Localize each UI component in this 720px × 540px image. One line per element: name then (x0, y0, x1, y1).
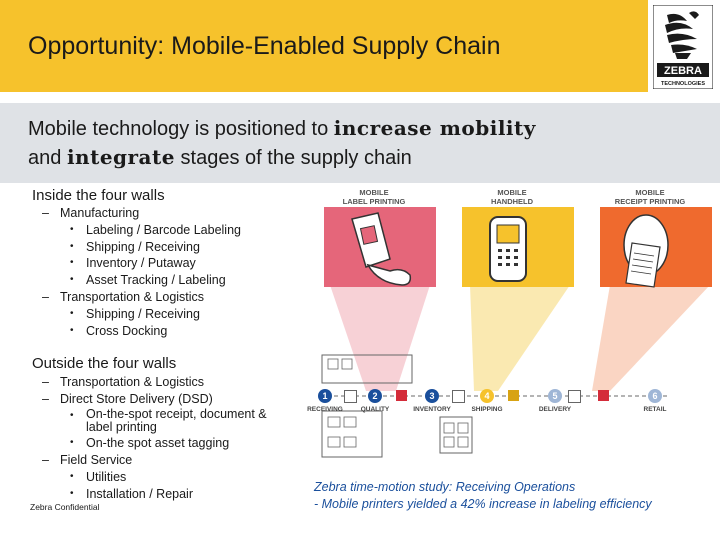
logo-text: ZEBRA (664, 65, 702, 77)
handheld-icon (489, 216, 527, 282)
list-subitem: Installation / Repair (32, 486, 296, 503)
handheld-label: MOBILE HANDHELD (490, 188, 534, 206)
subtitle-line2-suffix: stages of the supply chain (174, 147, 412, 169)
process-square (396, 390, 407, 401)
store-outline (321, 410, 383, 458)
step-label: INVENTORY (413, 406, 451, 413)
warehouse-outline (321, 354, 413, 384)
list-subitem: Labeling / Barcode Labeling (32, 222, 241, 239)
supply-chain-graphic (320, 183, 712, 458)
title-band (0, 0, 648, 92)
process-square (598, 390, 609, 401)
outside-list: Transportation & Logistics Direct Store … (32, 374, 296, 503)
step-label: QUALITY (360, 406, 390, 413)
step-marker: 5 (548, 389, 562, 403)
receipt-printing-label: MOBILE RECEIPT PRINTING (614, 188, 686, 206)
list-subitem: Shipping / Receiving (32, 239, 241, 256)
label-printer-icon (351, 212, 412, 286)
step-marker: 4 (480, 389, 494, 403)
step-label: RECEIVING (307, 406, 343, 413)
step-label: DELIVERY (538, 406, 572, 413)
step-marker: 2 (368, 389, 382, 403)
list-subitem: Inventory / Putaway (32, 255, 241, 272)
step-marker: 1 (318, 389, 332, 403)
process-square (568, 390, 581, 403)
process-square (508, 390, 519, 401)
slide-header: Opportunity: Mobile-Enabled Supply Chain… (0, 0, 720, 92)
inside-heading: Inside the four walls (32, 187, 165, 204)
subtitle-line1-text: Mobile technology is positioned to (28, 118, 334, 140)
outside-heading: Outside the four walls (32, 355, 177, 372)
label-printing-label: MOBILE LABEL PRINTING (342, 188, 406, 206)
slide-title: Opportunity: Mobile-Enabled Supply Chain (28, 32, 501, 60)
list-item: Field Service (32, 452, 296, 469)
step-marker: 3 (425, 389, 439, 403)
list-subitem: Shipping / Receiving (32, 306, 241, 323)
list-subitem: Cross Docking (32, 323, 241, 340)
logo-subtext: TECHNOLOGIES (661, 81, 705, 87)
subtitle-line2-emphasis: integrate (66, 145, 175, 169)
process-square (452, 390, 465, 403)
process-square (344, 390, 357, 403)
inside-list: Manufacturing Labeling / Barcode Labelin… (32, 205, 241, 339)
list-item: Direct Store Delivery (DSD) (32, 391, 296, 408)
list-subitem: On-the spot asset tagging (32, 435, 296, 452)
list-item: Transportation & Logistics (32, 289, 241, 306)
list-subitem: Utilities (32, 469, 296, 486)
receipt-printer-beam (592, 285, 710, 391)
label-printer-beam (330, 285, 430, 391)
list-subitem: On-the-spot receipt, document & label pr… (32, 407, 296, 436)
study-note: Zebra time-motion study: Receiving Opera… (314, 479, 652, 513)
study-note-line2: - Mobile printers yielded a 42% increase… (314, 497, 652, 511)
step-label: RETAIL (643, 406, 667, 413)
list-subitem: Asset Tracking / Labeling (32, 272, 241, 289)
list-item: Transportation & Logistics (32, 374, 296, 391)
list-item: Manufacturing (32, 205, 241, 222)
subtitle-line1-emphasis: increase mobility (333, 116, 536, 140)
zebra-logo: ZEBRA TECHNOLOGIES (653, 5, 713, 89)
receipt-printer-icon (623, 214, 669, 288)
subtitle-band (0, 103, 720, 183)
handheld-beam (470, 285, 570, 391)
subtitle-line2-prefix: and (28, 147, 67, 169)
confidential-label: Zebra Confidential (30, 502, 100, 512)
step-label: SHIPPING (471, 406, 503, 413)
study-note-line1: Zebra time-motion study: Receiving Opera… (314, 480, 576, 494)
subtitle: Mobile technology is positioned to incre… (28, 114, 536, 172)
step-marker: 6 (648, 389, 662, 403)
